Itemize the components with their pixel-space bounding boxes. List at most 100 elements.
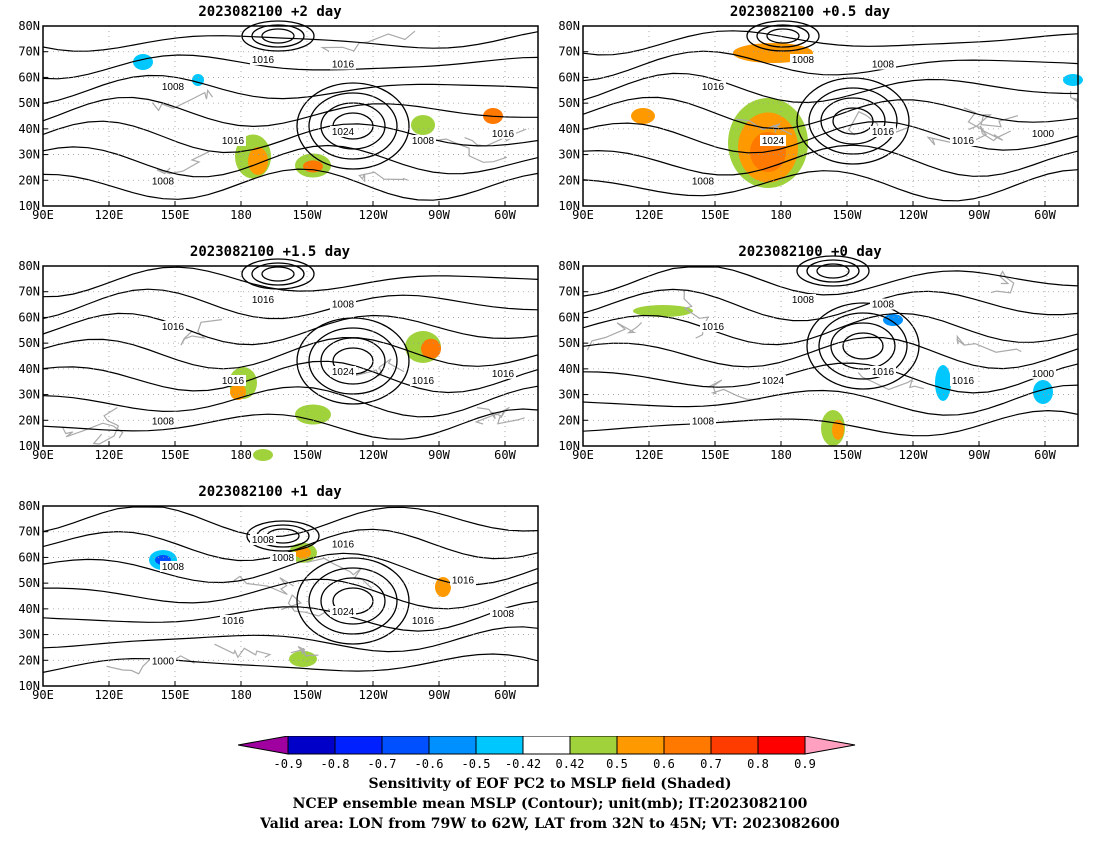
caption-line-3: Valid area: LON from 79W to 62W, LAT fro… (260, 816, 840, 832)
mslp-contour (42, 120, 539, 154)
lat-label: 80N (558, 259, 580, 273)
lon-label: 120W (899, 448, 929, 462)
colorbar-tick: -0.7 (368, 757, 397, 770)
sensitivity-shading (631, 108, 655, 124)
lat-label: 40N (18, 362, 40, 376)
lon-label: 150E (161, 208, 190, 222)
colorbar-tick: 0.9 (794, 757, 816, 770)
coastline (180, 319, 222, 346)
lat-label: 50N (18, 576, 40, 590)
map-panel: 2023082100 +2 day 1016 1016 1008 1024 1016 100… (0, 4, 540, 232)
mslp-contour (42, 96, 538, 128)
contour-label: 1024 (762, 136, 785, 147)
lat-label: 50N (558, 96, 580, 110)
mslp-contour (818, 312, 908, 380)
colorbar-triangle-right (804, 736, 856, 755)
colorbar-cell (381, 736, 430, 755)
contour-label: 1008 (162, 82, 185, 93)
contour-label: 1024 (332, 607, 355, 618)
mslp-contour (296, 557, 410, 645)
lat-label: 60N (558, 70, 580, 84)
mslp-contour (582, 384, 1079, 416)
lon-label: 60W (494, 688, 516, 702)
map-frame (582, 265, 1079, 447)
sensitivity-shading (935, 365, 951, 401)
mslp-contour (308, 92, 398, 160)
lon-label: 90W (428, 208, 450, 222)
contour-label: 1008 (152, 417, 175, 428)
contour-label: 1016 (702, 82, 725, 93)
mslp-contour (766, 28, 800, 44)
lat-label: 30N (18, 148, 40, 162)
colorbar-cell (710, 736, 759, 755)
coastline (214, 643, 272, 659)
lat-label: 20N (558, 413, 580, 427)
map-frame (42, 265, 539, 447)
mslp-contour (816, 263, 850, 279)
contour-label: 1000 (1032, 129, 1055, 140)
lon-label: 120W (359, 688, 389, 702)
coastline (156, 151, 210, 175)
colorbar-triangle-left (238, 736, 289, 755)
lat-label: 80N (558, 19, 580, 33)
mslp-contour (246, 520, 320, 552)
lat-label: 40N (558, 122, 580, 136)
mslp-contour (582, 312, 1079, 346)
contour-label: 1016 (222, 376, 245, 387)
coastline (735, 118, 793, 136)
contour-label: 1016 (872, 367, 895, 378)
colorbar-tick: -0.6 (415, 757, 444, 770)
mslp-contour (42, 74, 539, 105)
mslp-contour (42, 506, 539, 538)
contour-label: 1008 (792, 55, 815, 66)
mslp-contour (251, 24, 305, 48)
sensitivity-shading (411, 115, 435, 135)
lat-label: 40N (18, 602, 40, 616)
lat-label: 80N (18, 499, 40, 513)
sensitivity-shading (421, 338, 441, 359)
map-plot: 1008 1008 1016 1016 1024 1016 1000 1008 80N 70N 60… (558, 255, 1079, 462)
lon-label: 90E (572, 448, 594, 462)
lon-label: 180 (770, 208, 792, 222)
lon-label: 150E (701, 208, 730, 222)
sensitivity-shading (633, 305, 693, 317)
contour-label: 1016 (872, 127, 895, 138)
lon-label: 150E (701, 448, 730, 462)
contour-label: 1008 (272, 553, 295, 564)
colorbar-tick: -0.8 (321, 757, 350, 770)
lat-label: 50N (558, 336, 580, 350)
mslp-contour (582, 169, 1079, 202)
lon-label: 90E (32, 448, 54, 462)
lat-label: 30N (558, 148, 580, 162)
mslp-contour (42, 653, 539, 673)
mslp-contour (320, 577, 386, 625)
colorbar-cell (663, 736, 712, 755)
map-plot: 1008 1016 1008 1024 1016 1016 1008 1000 1008 1016… (18, 499, 539, 702)
lon-label: 120E (635, 448, 664, 462)
coastline (586, 321, 643, 351)
sensitivity-shading (192, 74, 204, 86)
sensitivity-shading (435, 577, 451, 597)
coastline (151, 88, 213, 112)
mslp-contour (308, 327, 398, 395)
caption-line-1: Sensitivity of EOF PC2 to MSLP field (Sh… (368, 776, 732, 792)
lon-label: 150E (161, 448, 190, 462)
map-panel: 2023082100 +0 day 1008 1008 1016 1016 1024 101… (540, 244, 1080, 472)
panel-title: 2023082100 +2 day (198, 4, 342, 20)
contour-label: 1008 (872, 300, 895, 311)
lon-label: 150E (161, 688, 190, 702)
lon-label: 180 (770, 448, 792, 462)
mslp-contour (296, 82, 410, 170)
lon-label: 150W (293, 448, 323, 462)
map-plot: 1016 1008 1016 1024 1016 1016 1016 1008 80N 70N 60… (18, 258, 539, 462)
colorbar-tick: -0.42 (505, 757, 541, 770)
colorbar-cell (287, 736, 336, 755)
mslp-contour (308, 567, 398, 635)
colorbar-cell (757, 736, 806, 755)
mslp-contour (42, 288, 539, 320)
sensitivity-shading (230, 384, 246, 400)
colorbar-cell (522, 736, 571, 755)
coastline (963, 107, 1011, 142)
lat-label: 60N (18, 550, 40, 564)
contour-label: 1000 (1032, 369, 1055, 380)
